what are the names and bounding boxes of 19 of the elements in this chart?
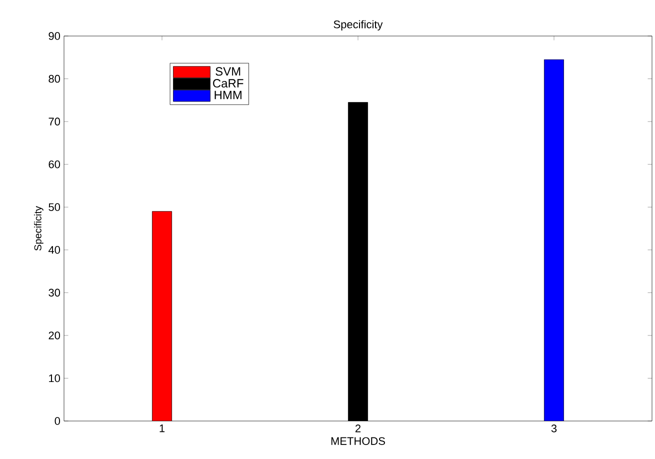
legend-label: HMM — [214, 90, 242, 100]
legend-label: CaRF — [213, 79, 244, 88]
y-tick-label: 90 — [48, 32, 60, 40]
x-tick-label: 3 — [551, 424, 557, 432]
x-axis-title: METHODS — [331, 437, 385, 445]
y-tick-label: 60 — [48, 160, 60, 168]
x-tick-label: 2 — [355, 424, 361, 432]
legend-label: SVM — [216, 67, 240, 76]
y-tick-label: 80 — [48, 74, 60, 83]
y-tick-label: 10 — [49, 374, 60, 382]
chart-title: Specificity — [334, 20, 383, 30]
y-axis-title: Specificity — [34, 206, 44, 251]
y-tick-label: 0 — [54, 417, 60, 425]
y-tick-label: 40 — [48, 246, 60, 254]
y-tick-label: 70 — [48, 118, 60, 126]
x-tick-label: 1 — [160, 424, 165, 432]
y-tick-label: 20 — [48, 332, 60, 340]
y-tick-label: 30 — [48, 288, 60, 297]
y-tick-label: 50 — [48, 203, 60, 212]
